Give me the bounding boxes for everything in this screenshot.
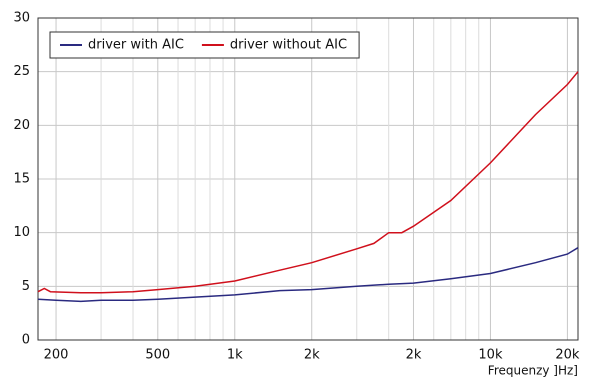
x-tick-label: 10k (478, 348, 503, 363)
x-tick-label: 200 (44, 348, 69, 363)
x-axis-label: Frequenzy ]Hz] (488, 364, 578, 378)
legend-label: driver without AIC (230, 38, 347, 53)
y-tick-label: 20 (13, 118, 30, 133)
series-line (37, 247, 579, 303)
y-tick-label: 5 (22, 279, 30, 294)
legend: driver with AIC driver without AIC (49, 31, 360, 59)
x-tick-label: 20k (555, 348, 580, 363)
y-tick-label: 25 (13, 64, 30, 79)
y-tick-label: 15 (13, 172, 30, 187)
plot-frame (37, 17, 579, 341)
y-tick-label: 30 (13, 11, 30, 26)
legend-label: driver with AIC (88, 38, 184, 53)
grid (38, 17, 578, 341)
x-tick-label: 1k (227, 348, 243, 363)
y-tick-label: 0 (22, 333, 30, 348)
y-tick-label: 10 (13, 225, 30, 240)
series-line (37, 71, 579, 294)
x-tick-label: 2k (304, 348, 320, 363)
x-tick-label: 500 (145, 348, 170, 363)
x-tick-label: 2k (406, 348, 422, 363)
